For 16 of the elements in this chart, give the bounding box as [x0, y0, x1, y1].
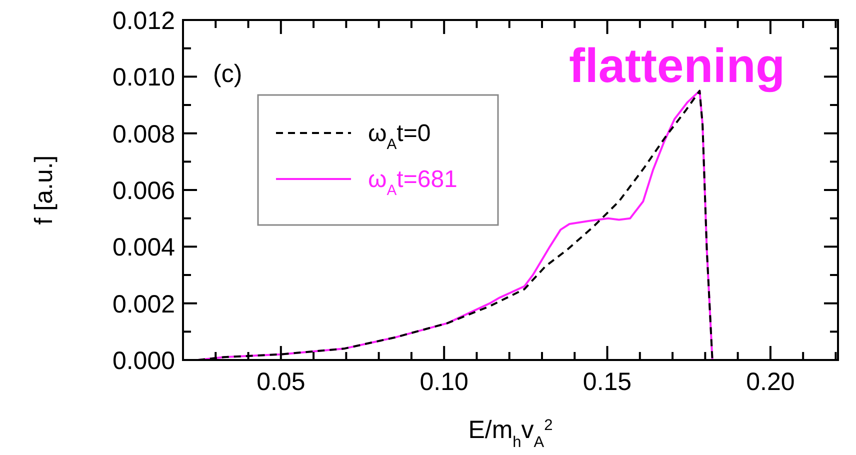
x-tick-label: 0.15 — [582, 368, 632, 396]
y-axis-title: f [a.u.] — [30, 155, 58, 225]
y-tick-label: 0.002 — [112, 290, 175, 318]
y-tick-label: 0.004 — [112, 234, 176, 262]
x-tick-label: 0.05 — [256, 368, 306, 396]
legend-label: ω$_{A}$t=0 — [368, 120, 431, 153]
y-tick-label: 0.006 — [112, 177, 175, 205]
y-tick-label: 0.000 — [112, 347, 175, 375]
x-tick-label: 0.10 — [420, 368, 468, 396]
x-tick-label: 0.20 — [746, 368, 795, 396]
annotation: (c) — [213, 60, 242, 88]
y-tick-label: 0.012 — [112, 7, 175, 35]
y-tick-label: 0.008 — [112, 120, 175, 148]
legend-label: ω$_{A}$t=681 — [368, 166, 458, 199]
y-tick-label: 0.010 — [112, 64, 175, 92]
annotation: flattening — [569, 40, 785, 93]
